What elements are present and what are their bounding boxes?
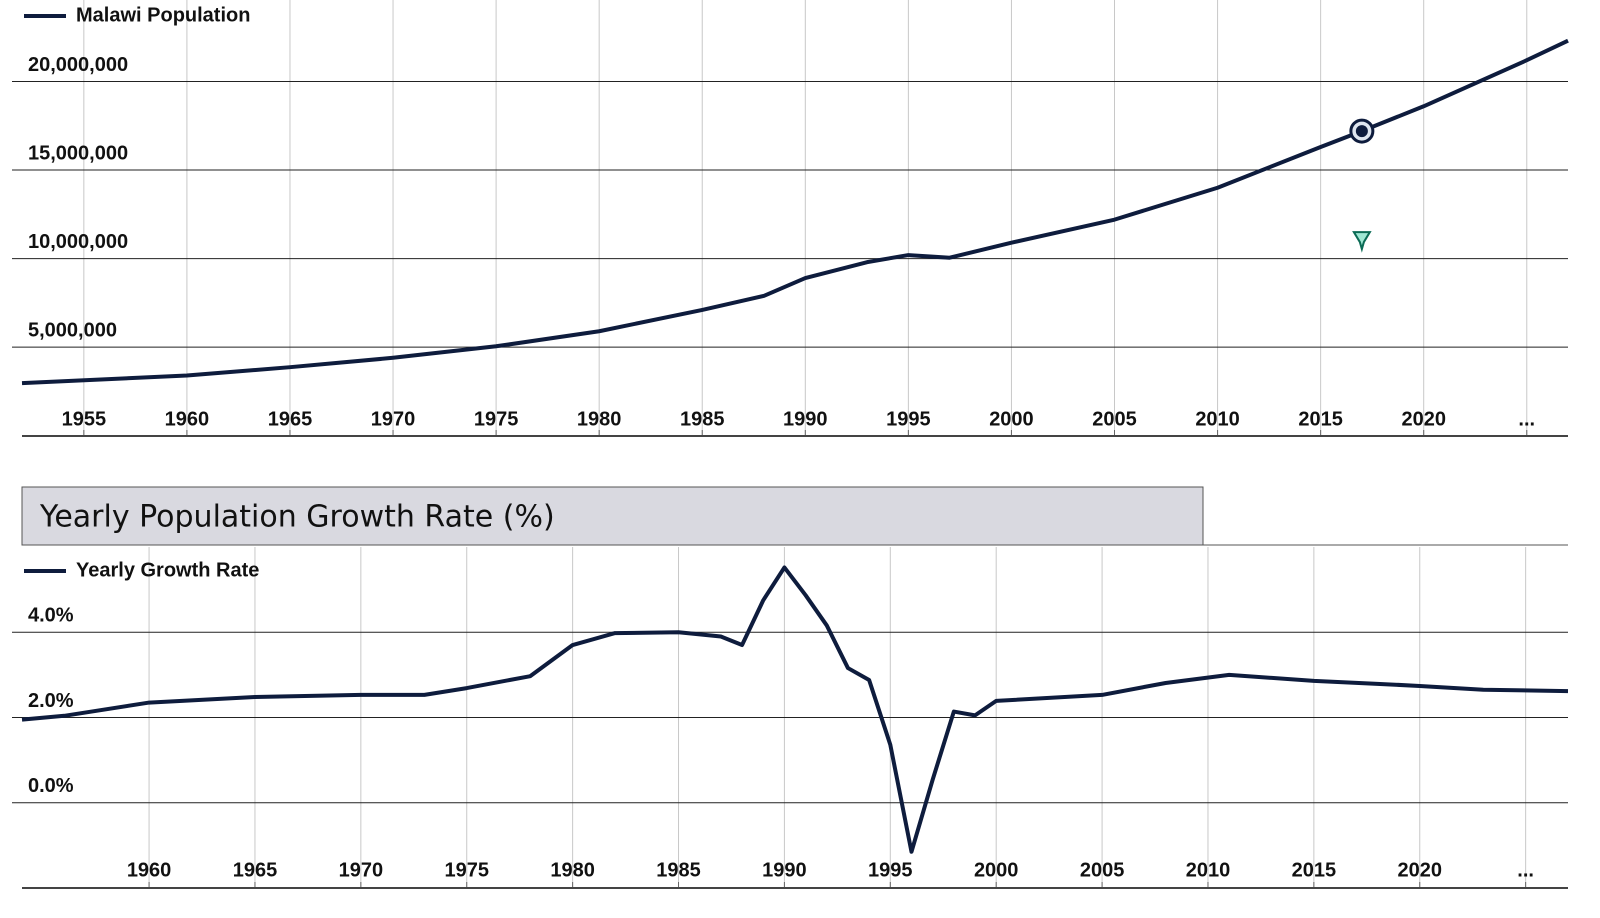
x-tick-label: ... bbox=[1518, 408, 1535, 430]
x-tick-label: 2010 bbox=[1186, 859, 1231, 881]
x-tick-label: 1955 bbox=[62, 408, 107, 430]
x-tick-label: 1960 bbox=[127, 859, 172, 881]
highlight-dot bbox=[1355, 125, 1368, 138]
x-tick-label: 1980 bbox=[577, 408, 622, 430]
x-tick-label: 1985 bbox=[680, 408, 725, 430]
y-tick-label: 4.0% bbox=[28, 605, 74, 627]
y-tick-label: 10,000,000 bbox=[28, 231, 128, 253]
x-tick-label: 1990 bbox=[762, 859, 807, 881]
x-tick-label: 1980 bbox=[550, 859, 595, 881]
x-tick-label: 2010 bbox=[1195, 408, 1240, 430]
y-tick-label: 20,000,000 bbox=[28, 54, 128, 76]
x-tick-label: 1990 bbox=[783, 408, 828, 430]
x-tick-label: 1965 bbox=[233, 859, 278, 881]
x-tick-label: 1970 bbox=[371, 408, 416, 430]
data-line bbox=[21, 565, 1569, 854]
x-tick-label: 2020 bbox=[1398, 859, 1443, 881]
y-tick-label: 2.0% bbox=[28, 690, 74, 712]
x-tick-label: 1975 bbox=[474, 408, 519, 430]
x-tick-label: 2015 bbox=[1292, 859, 1337, 881]
x-tick-label: 2005 bbox=[1092, 408, 1137, 430]
title-box bbox=[21, 486, 1204, 546]
x-tick-label: 2005 bbox=[1080, 859, 1125, 881]
x-tick-label: ... bbox=[1517, 859, 1534, 881]
legend-label: Malawi Population bbox=[76, 4, 250, 26]
chart-title: Yearly Population Growth Rate (%) bbox=[39, 500, 555, 535]
x-tick-label: 1995 bbox=[886, 408, 931, 430]
x-tick-label: 2015 bbox=[1298, 408, 1343, 430]
x-tick-label: 1995 bbox=[868, 859, 913, 881]
x-tick-label: 2000 bbox=[989, 408, 1034, 430]
y-tick-label: 0.0% bbox=[28, 775, 74, 797]
x-tick-label: 1975 bbox=[444, 859, 489, 881]
cursor-icon bbox=[1352, 231, 1372, 253]
x-tick-label: 2020 bbox=[1401, 408, 1446, 430]
x-tick-label: 1970 bbox=[339, 859, 384, 881]
legend-label: Yearly Growth Rate bbox=[76, 559, 259, 581]
x-tick-label: 1965 bbox=[268, 408, 313, 430]
data-line bbox=[21, 38, 1569, 386]
x-tick-label: 2000 bbox=[974, 859, 1019, 881]
x-tick-label: 1960 bbox=[165, 408, 210, 430]
y-tick-label: 5,000,000 bbox=[28, 319, 117, 341]
x-tick-label: 1985 bbox=[656, 859, 701, 881]
y-tick-label: 15,000,000 bbox=[28, 142, 128, 164]
